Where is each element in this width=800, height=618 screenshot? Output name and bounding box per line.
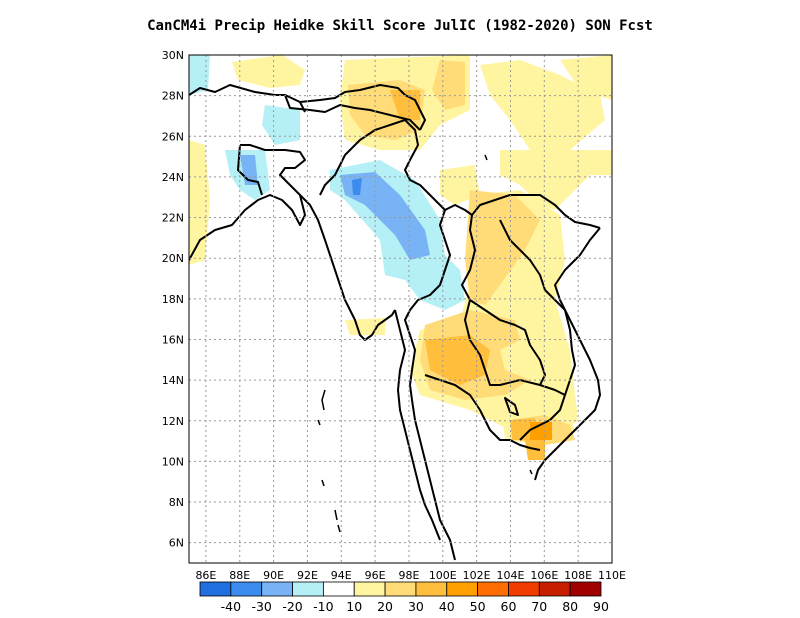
lon-label: 102E [463, 569, 491, 582]
lon-label: 86E [195, 569, 216, 582]
lat-label: 22N [162, 212, 184, 225]
negative-skill-30-40 [352, 178, 362, 195]
colorbar-swatch [569, 581, 602, 597]
map-title: CanCM4i Precip Heidke Skill Score JulIC … [147, 18, 653, 34]
map-frame [188, 54, 613, 564]
colorbar-swatch [230, 581, 263, 597]
lat-label: 6N [169, 537, 184, 550]
colorbar-swatch [353, 581, 386, 597]
colorbar-swatch [384, 581, 417, 597]
lon-label: 108E [564, 569, 592, 582]
lat-label: 14N [162, 374, 184, 387]
colorbar-labels: -40 -30 -20 -10 10 20 30 40 50 60 70 80 90 [221, 599, 609, 614]
colorbar-label: 50 [470, 599, 486, 614]
lon-label: 110E [598, 569, 626, 582]
islands [317, 154, 533, 533]
lat-label: 10N [162, 455, 184, 468]
lat-label: 12N [162, 415, 184, 428]
lon-label: 100E [429, 569, 457, 582]
colorbar-swatch [199, 581, 232, 597]
lon-label: 98E [398, 569, 419, 582]
colorbar-swatch [538, 581, 571, 597]
lon-label: 94E [331, 569, 352, 582]
colorbar-label: 20 [377, 599, 393, 614]
lat-label: 28N [162, 90, 184, 103]
colorbar-label: 10 [346, 599, 362, 614]
lat-label: 18N [162, 293, 184, 306]
lon-label: 104E [497, 569, 525, 582]
colorbar-label: -20 [282, 599, 302, 614]
colorbar-label: 70 [531, 599, 547, 614]
colorbar-label: -10 [313, 599, 333, 614]
colorbar-swatch [508, 581, 540, 597]
map-grid [189, 55, 612, 563]
colorbar-label: -40 [221, 599, 241, 614]
colorbar-label: 80 [562, 599, 578, 614]
colorbar-label: -30 [251, 599, 271, 614]
colorbar-swatch [446, 581, 479, 597]
colorbar-swatch [477, 581, 509, 597]
country-borders [189, 84, 601, 561]
colorbar-label: 40 [439, 599, 455, 614]
colorbar-label: 60 [501, 599, 517, 614]
longitude-labels: 86E 88E 90E 92E 94E 96E 98E 100E 102E 104E 106E 108… [195, 569, 626, 582]
colorbar-swatch [415, 581, 448, 597]
lat-label: 8N [169, 496, 184, 509]
lat-label: 24N [162, 171, 184, 184]
lat-label: 26N [162, 130, 184, 143]
colorbar-label: 30 [408, 599, 424, 614]
skill-score-field [189, 55, 612, 460]
lat-label: 30N [162, 49, 184, 62]
colorbar-swatch [322, 581, 355, 597]
colorbar [199, 581, 602, 597]
lon-label: 92E [297, 569, 318, 582]
lon-label: 88E [229, 569, 250, 582]
lon-label: 106E [530, 569, 558, 582]
latitude-labels: 30N 28N 26N 24N 22N 20N 18N 16N 14N 12N 10N 8N 6N [162, 49, 184, 550]
positive-skill-30-40 [390, 90, 545, 460]
colorbar-swatch [292, 581, 324, 597]
colorbar-swatch [261, 581, 293, 597]
lat-label: 16N [162, 333, 184, 346]
lat-label: 20N [162, 252, 184, 265]
lon-label: 96E [365, 569, 386, 582]
lon-label: 90E [263, 569, 284, 582]
colorbar-label: 90 [593, 599, 609, 614]
